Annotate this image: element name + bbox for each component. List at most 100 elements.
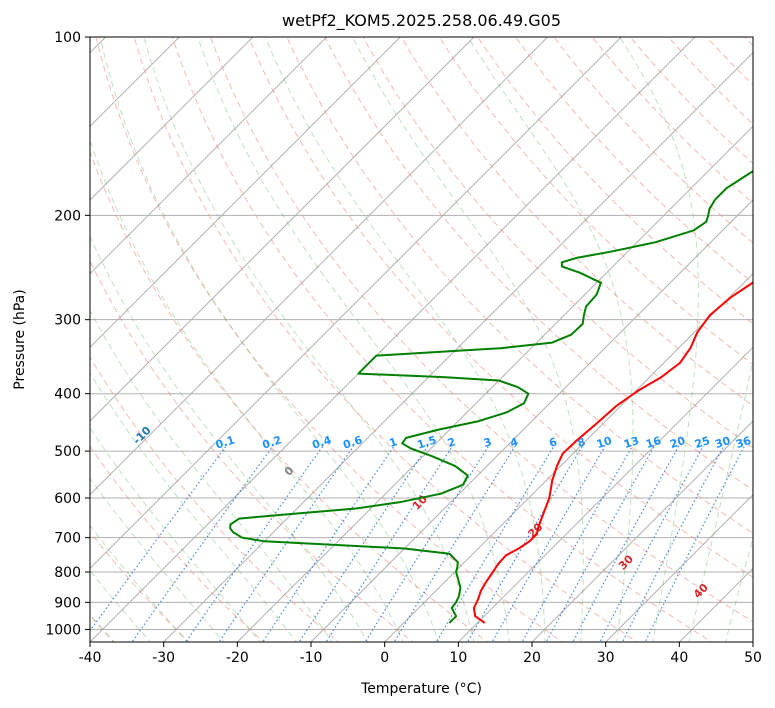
moist-adiabat-line [143,37,475,642]
dry-adiabat-line [209,37,753,623]
moist-adiabat-line [264,37,546,642]
moist-adiabat-line [90,569,152,642]
mixing-ratio-line [218,445,355,642]
mixing-ratio-label: 1.5 [416,433,439,451]
mixing-ratio-label: 8 [576,435,587,450]
y-tick-label: 100 [54,30,81,46]
chart-title: wetPf2_KOM5.2025.258.06.49.G05 [282,11,561,31]
y-tick-label: 1000 [45,622,81,638]
x-tick-label: -20 [226,650,249,666]
moist-adiabat-line [90,235,369,642]
mixing-ratio-label: 20 [668,434,687,451]
y-tick-label: 900 [54,595,81,611]
mixing-ratio-label: 10 [595,434,614,451]
mixing-ratio-label: 30 [713,434,732,451]
moist-adiabat-line [90,138,404,642]
dry-adiabat-line [90,445,265,642]
moist-adiabat-line [467,37,634,642]
x-tick-label: 30 [597,650,615,666]
mixing-ratio-lines [90,445,746,642]
dry-adiabat-line [90,259,414,642]
dry-adiabat-line [95,37,564,642]
mixing-ratio-label: 1 [388,435,399,450]
isotherm-line [90,37,549,496]
mixing-ratio-line [185,445,324,642]
mixing-ratio-line [131,445,274,642]
moist-adiabat-line [688,357,753,642]
plot-area: 0.10.20.40.611.52346810131620253036-100-… [90,37,753,642]
mixing-ratio-line [466,445,584,642]
x-axis-ticks: -40 -30 -20 -10 0 10 20 30 40 50 [79,642,762,666]
isotherm-line [90,37,254,201]
x-tick-label: 0 [380,650,389,666]
mixing-ratio-line [364,445,490,642]
x-tick-label: -10 [300,650,323,666]
mixing-ratio-label: 13 [622,434,641,451]
mixing-ratio-label: 2 [446,435,457,450]
moist-adiabat-line [90,524,188,642]
y-axis-ticks: 100 200 300 400 500 600 700 800 900 1000 [45,30,90,638]
mixing-ratio-label: 3 [482,435,493,450]
mixing-ratio-line [298,445,429,642]
mixing-ratio-line [393,445,516,642]
mixing-ratio-label: 25 [693,434,712,451]
moist-adiabat-line [90,309,333,642]
dry-adiabat-line [90,356,340,642]
moist-adiabat-line [352,37,584,642]
dewpoint-profile-line [229,169,753,624]
isotherm-line [90,37,328,275]
x-tick-label: 10 [449,650,467,666]
moist-adiabat-line [99,37,439,642]
dry-adiabat-line [133,37,638,642]
x-tick-label: -30 [152,650,175,666]
x-tick-label: 50 [744,650,762,666]
mixing-ratio-line [325,445,454,642]
isotherm-line [310,199,753,642]
moist-adiabats [90,37,753,642]
mixing-ratio-label: 4 [509,435,521,450]
dry-adiabats [90,37,753,642]
mixing-ratio-label: 0.4 [311,433,334,451]
isotherm-line [90,37,402,349]
isotherm-line [457,346,753,642]
mixing-ratio-line [491,445,606,642]
isotherm-lines [90,37,753,642]
y-tick-label: 400 [54,387,81,403]
isotherm-line [383,272,753,642]
x-axis-label: Temperature (°C) [360,681,482,697]
plot-frame [89,36,754,643]
mixing-ratio-label: 0.1 [214,433,237,451]
y-tick-label: 600 [54,491,81,507]
sounding-profiles [229,169,753,624]
y-tick-label: 700 [54,531,81,547]
mixing-ratio-line [572,445,680,642]
temperature-profile-line [472,281,753,624]
y-tick-label: 300 [54,313,81,329]
mixing-ratio-label: 0.6 [341,433,364,451]
moist-adiabat-line [619,37,699,642]
moist-adiabat-line [90,371,297,642]
mixing-ratio-label: 16 [644,434,663,451]
isotherm-line [531,420,753,642]
dry-adiabat-line [515,37,753,284]
mixing-ratio-label: 6 [547,435,559,450]
isotherm-line [90,37,475,422]
isotherm-line [604,493,753,642]
isotherm-line [236,125,753,642]
mixing-ratio-label: 0.2 [261,433,284,451]
y-tick-label: 800 [54,565,81,581]
isotherm-line [90,37,696,642]
moist-adiabat-line [197,37,510,642]
moist-adiabat-line [90,477,225,642]
mixing-ratio-line [599,445,704,642]
y-tick-label: 200 [54,208,81,224]
mixing-ratio-label: 36 [734,434,753,451]
x-tick-label: -40 [79,650,102,666]
dry-adiabat-line [90,150,489,642]
background-line-labels: 0.10.20.40.611.52346810131620253036-100-… [130,424,753,601]
y-tick-label: 500 [54,444,81,460]
y-axis-label: Pressure (hPa) [12,289,28,389]
mixing-ratio-line [262,445,395,642]
x-tick-label: 20 [523,650,541,666]
